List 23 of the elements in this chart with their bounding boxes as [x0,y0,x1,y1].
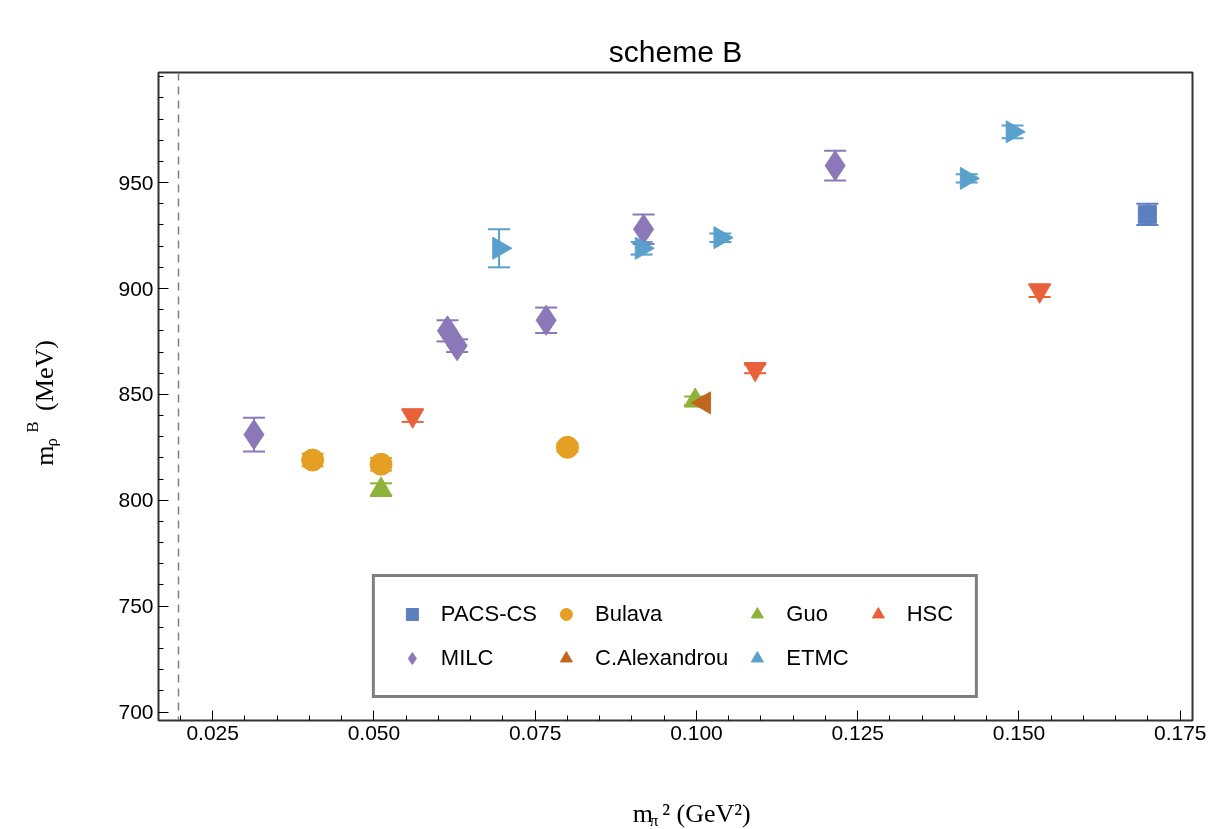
y-tick-label: 900 [118,276,154,300]
y-tick-label: 950 [118,170,154,194]
legend-label: ETMC [786,645,849,671]
legend-label: MILC [440,645,494,671]
x-tick-label: 0.125 [831,720,885,744]
x-tick-label: 0.100 [670,720,723,744]
x-tick-label: 0.150 [992,720,1046,744]
point [555,435,579,459]
legend-label: HSC [906,601,954,627]
x-tick-label: 0.025 [186,720,239,744]
legend-label: PACS-CS [440,601,538,627]
chart-title: scheme B [608,34,743,68]
legend-label: Bulava [595,601,663,627]
y-tick-label: 700 [118,700,154,724]
x-tick-label: 0.175 [1153,720,1207,744]
x-tick-label: 0.050 [347,720,401,744]
y-axis-title: mρB (MeV) [23,340,61,466]
legend-label: Guo [786,601,828,627]
y-tick-label: 750 [118,594,154,618]
y-tick-label: 850 [118,382,154,406]
legend-label: C.Alexandrou [595,645,729,671]
y-tick-label: 800 [118,488,154,512]
x-tick-label: 0.075 [508,720,562,744]
